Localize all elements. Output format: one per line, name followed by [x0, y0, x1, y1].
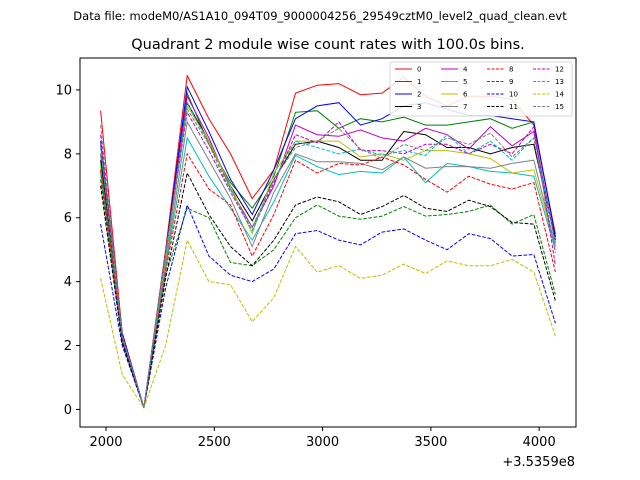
- x-tick-label: 3000: [306, 435, 339, 450]
- series-line-7: [100, 120, 556, 408]
- legend-label-0: 0: [417, 66, 421, 74]
- legend-label-1: 1: [417, 78, 421, 86]
- legend-label-9: 9: [509, 78, 513, 86]
- legend-label-4: 4: [463, 66, 468, 74]
- x-axis-offset-label: +3.5359e8: [502, 455, 575, 470]
- legend-label-14: 14: [555, 91, 564, 99]
- y-tick-label: 0: [64, 403, 72, 418]
- y-tick-label: 4: [64, 275, 72, 290]
- data-file-label: Data file: modeM0/AS1A10_094T09_90000042…: [73, 9, 567, 23]
- plot-lines: [100, 73, 556, 410]
- series-line-12: [100, 110, 556, 408]
- x-tick-label: 2500: [198, 435, 231, 450]
- series-line-10: [100, 203, 556, 410]
- legend-box: [389, 61, 573, 117]
- legend-label-11: 11: [509, 103, 518, 111]
- legend-label-2: 2: [417, 91, 421, 99]
- series-line-3: [100, 101, 556, 408]
- chart-title: Quadrant 2 module wise count rates with …: [131, 37, 525, 53]
- series-line-15: [100, 107, 556, 408]
- x-tick-label: 2000: [89, 435, 122, 450]
- legend-label-15: 15: [555, 103, 564, 111]
- series-line-14: [100, 238, 556, 409]
- series-line-5: [100, 136, 556, 408]
- legend-label-3: 3: [417, 103, 421, 111]
- series-line-9: [100, 179, 556, 408]
- legend-label-10: 10: [509, 91, 518, 99]
- series-line-6: [100, 104, 556, 408]
- legend-label-6: 6: [463, 91, 468, 99]
- y-axis: 0 2 4 6 8 10: [55, 83, 80, 418]
- y-tick-label: 8: [64, 147, 72, 162]
- x-tick-label: 4000: [523, 435, 556, 450]
- series-line-8: [100, 152, 556, 408]
- series-line-11: [100, 171, 556, 408]
- plot-frame: [79, 57, 577, 428]
- legend-label-7: 7: [463, 103, 467, 111]
- legend-label-8: 8: [509, 66, 513, 74]
- legend-label-5: 5: [463, 78, 467, 86]
- y-tick-label: 2: [64, 339, 72, 354]
- legend-label-13: 13: [555, 78, 564, 86]
- y-tick-label: 10: [55, 83, 72, 98]
- series-line-13: [100, 101, 556, 408]
- x-axis: 2000 2500 3000 3500 4000: [89, 427, 556, 450]
- y-tick-label: 6: [64, 211, 72, 226]
- x-tick-label: 3500: [414, 435, 447, 450]
- legend-label-12: 12: [555, 66, 564, 74]
